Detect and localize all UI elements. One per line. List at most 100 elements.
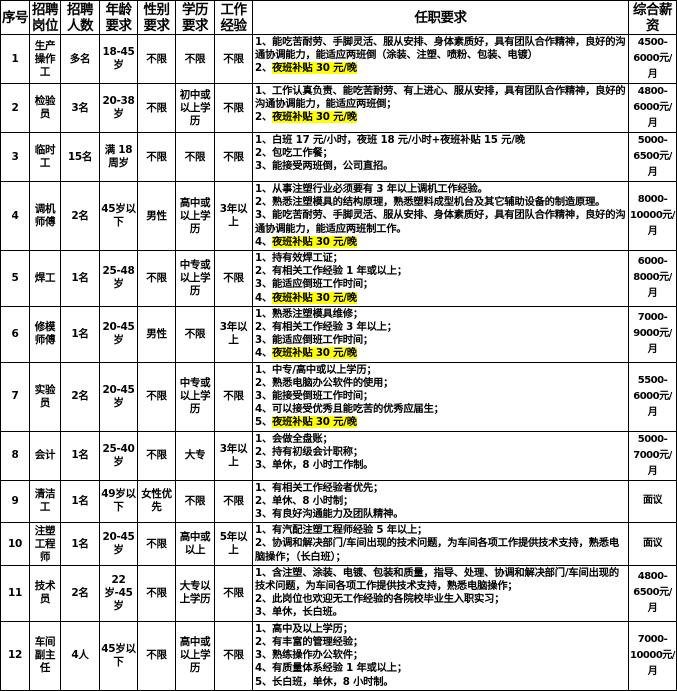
cell-gender: 不限 [137,564,176,622]
cell-requirements: 1、熟悉注塑模具维修； 2、有相关工作经验 3 年以上； 3、能适应倒班工作时间； 4… [252,305,629,363]
requirement-text: 1、能吃苦耐劳、手脚灵活、服从安排、身体素质好，具有团队合作精神，良好的沟通协调… [255,36,626,62]
requirement-line: 2、持有初级会计职称； [255,446,626,459]
cell-count: 15名 [60,132,100,182]
cell-education: 高中或以上学历 [175,180,215,252]
highlighted-text: 夜班补贴 30 元/晚 [272,347,357,360]
requirement-text: 3、能吃苦耐劳、手脚灵活、服从安排、身体素质好，具有团队合作精神，良好的沟通协调… [255,209,626,235]
requirement-line: 4、夜班补贴 30 元/晚 [255,235,626,249]
cell-requirements: 1、含注塑、涂装、电镀、包装和质量，指导、处理、协调和解决部门/车间出现的技术问… [252,564,629,622]
cell-experience: 不限 [214,34,253,84]
requirement-text: 1、白班 17 元/小时，夜班 18 元/小时+夜班补贴 15 元/晚 [255,134,525,146]
cell-experience: 不限 [214,250,253,307]
requirement-text: 2、此岗位也欢迎无工作经验的各院校毕业生入职实习； [255,593,505,606]
cell-salary: 4800-6500元/月 [628,564,677,622]
cell-education: 大专 [175,430,215,481]
cell-education: 高中或以上 [175,522,215,566]
cell-age: 20-45岁 [99,305,138,363]
header-requirements: 任职要求 [252,0,629,35]
requirement-text: 1、从事注塑行业必须要有 3 年以上调机工作经验。 [255,183,488,195]
cell-no: 7 [0,361,30,432]
cell-experience: 3年以上 [214,305,253,363]
cell-count: 1名 [60,479,100,524]
requirement-text: 5、长白班，单休，8 小时制。 [255,675,394,688]
cell-salary: 5000-7000元/月 [628,430,677,481]
requirement-number: 2、 [255,111,273,124]
requirement-text: 2、有丰富的管理经验； [255,635,363,648]
cell-education: 高中或以上学历 [175,620,215,691]
cell-no: 10 [0,522,30,566]
requirement-text: 1、中专/高中或以上学历； [255,363,377,376]
table-row: 1 生产操作工 多名 18-45岁 不限 不限 不限 1、能吃苦耐劳、手脚灵活、服从安排、身体… [0,34,677,84]
requirement-line: 1、含注塑、涂装、电镀、包装和质量，指导、处理、协调和解决部门/车间出现的技术问… [255,567,626,593]
cell-experience: 不限 [214,361,253,432]
cell-requirements: 1、能吃苦耐劳、手脚灵活、服从安排、身体素质好，具有团队合作精神，良好的沟通协调… [252,34,629,84]
requirement-text: 3、能接受倒班工作时间； [255,390,374,403]
cell-experience: 3年以上 [214,430,253,481]
requirement-number: 4、 [255,291,273,304]
requirement-text: 3、能适应倒班工作时间； [255,278,374,291]
requirement-line: 3、熟练操作办公软件； [255,649,626,662]
cell-experience: 5年以上 [214,522,253,566]
cell-requirements: 1、高中及以上学历； 2、有丰富的管理经验； 3、熟练操作办公软件； 4、有质量体系经… [252,620,629,691]
requirement-text: 2、单休、8 小时制； [255,494,354,507]
table-row: 9 清洁工 1名 49岁以下 女性优先 不限 不限 1、有相关工作经验者优先； 2、单休、8 小… [0,479,677,524]
requirement-line: 3、能接受倒班工作时间； [255,390,626,403]
table-row: 7 实验员 2名 20-45岁 不限 中专或以上学历 不限 1、中专/高中或以上学历； 2、熟悉… [0,361,677,432]
table-row: 8 会计 1名 25-40岁 不限 大专 3年以上 1、会做全盘账； 2、持有初级会计职称； 3、… [0,430,677,481]
header-age: 年龄要求 [99,0,138,35]
requirement-line: 4、可以接受优秀且能吃苦的优秀应届生； [255,403,626,416]
requirement-text: 2、持有初级会计职称； [255,445,363,458]
cell-age: 49岁以下 [99,479,138,524]
requirement-text: 2、协调和解决部门/车间出现的技术问题，为车间各项工作提供技术支持，熟悉电脑操作… [255,537,619,563]
cell-education: 中专或以上学历 [175,250,215,307]
requirement-text: 2、有相关工作经验 3 年以上； [255,321,397,334]
highlighted-text: 夜班补贴 30 元/晚 [272,416,357,429]
cell-age: 45岁以下 [99,180,138,252]
cell-gender: 不限 [137,430,176,481]
cell-salary: 面议 [628,522,677,566]
cell-gender: 女性优先 [137,479,176,524]
cell-requirements: 1、有汽配注塑工程师经验 5 年以上； 2、协调和解决部门/车间出现的技术问题，为… [252,522,629,566]
highlighted-text: 夜班补贴 30 元/晚 [272,62,357,75]
requirement-text: 2、有相关工作经验 1 年或以上； [255,265,407,278]
cell-age: 18-45岁 [99,34,138,84]
requirement-line: 1、白班 17 元/小时，夜班 18 元/小时+夜班补贴 15 元/晚 [255,134,626,147]
cell-experience: 不限 [214,620,253,691]
cell-age: 20-45岁 [99,522,138,566]
cell-no: 6 [0,305,30,363]
requirement-line: 3、能接受两班倒，公司直招。 [255,160,626,173]
cell-education: 大专以上学历 [175,564,215,622]
requirement-line: 1、熟悉注塑模具维修； [255,308,626,321]
requirement-text: 4、可以接受优秀且能吃苦的优秀应届生； [255,403,444,416]
cell-position: 焊工 [29,250,61,307]
cell-count: 1名 [60,305,100,363]
requirement-line: 2、协调和解决部门/车间出现的技术问题，为车间各项工作提供技术支持，熟悉电脑操作… [255,537,626,563]
cell-requirements: 1、从事注塑行业必须要有 3 年以上调机工作经验。 2、熟悉注塑模具的结构原理，熟… [252,180,629,252]
requirement-line: 2、单休、8 小时制； [255,495,626,508]
cell-count: 4人 [60,620,100,691]
requirement-line: 5、长白班，单休，8 小时制。 [255,676,626,689]
requirement-text: 3、单休，长白班。 [255,606,343,619]
requirement-line: 1、从事注塑行业必须要有 3 年以上调机工作经验。 [255,183,626,196]
cell-education: 中专或以上学历 [175,361,215,432]
cell-requirements: 1、中专/高中或以上学历； 2、熟悉电脑办公软件的使用； 3、能接受倒班工作时间； 4… [252,361,629,432]
requirement-text: 3、熟练操作办公软件； [255,649,363,662]
cell-education: 初中或以上学历 [175,83,215,133]
header-no: 序号 [0,0,30,35]
cell-education: 不限 [175,132,215,182]
cell-no: 9 [0,479,30,524]
cell-gender: 不限 [137,34,176,84]
highlighted-text: 夜班补贴 30 元/晚 [272,291,357,304]
requirement-line: 1、工作认真负责、能吃苦耐劳、有上进心、服从安排，具有团队合作精神，良好的沟通协… [255,85,626,111]
cell-salary: 5500-6000元/月 [628,361,677,432]
cell-salary: 7000-10000元/月 [628,620,677,691]
cell-salary: 面议 [628,479,677,524]
cell-requirements: 1、会做全盘账； 2、持有初级会计职称； 3、单休，8 小时工作制。 [252,430,629,481]
requirement-line: 1、会做全盘账； [255,433,626,446]
cell-education: 不限 [175,34,215,84]
cell-no: 8 [0,430,30,481]
requirement-line: 3、有良好沟通能力及团队精神。 [255,508,626,521]
requirement-line: 4、有质量体系经验 1 年或以上； [255,662,626,675]
header-position: 招聘岗位 [29,0,61,35]
